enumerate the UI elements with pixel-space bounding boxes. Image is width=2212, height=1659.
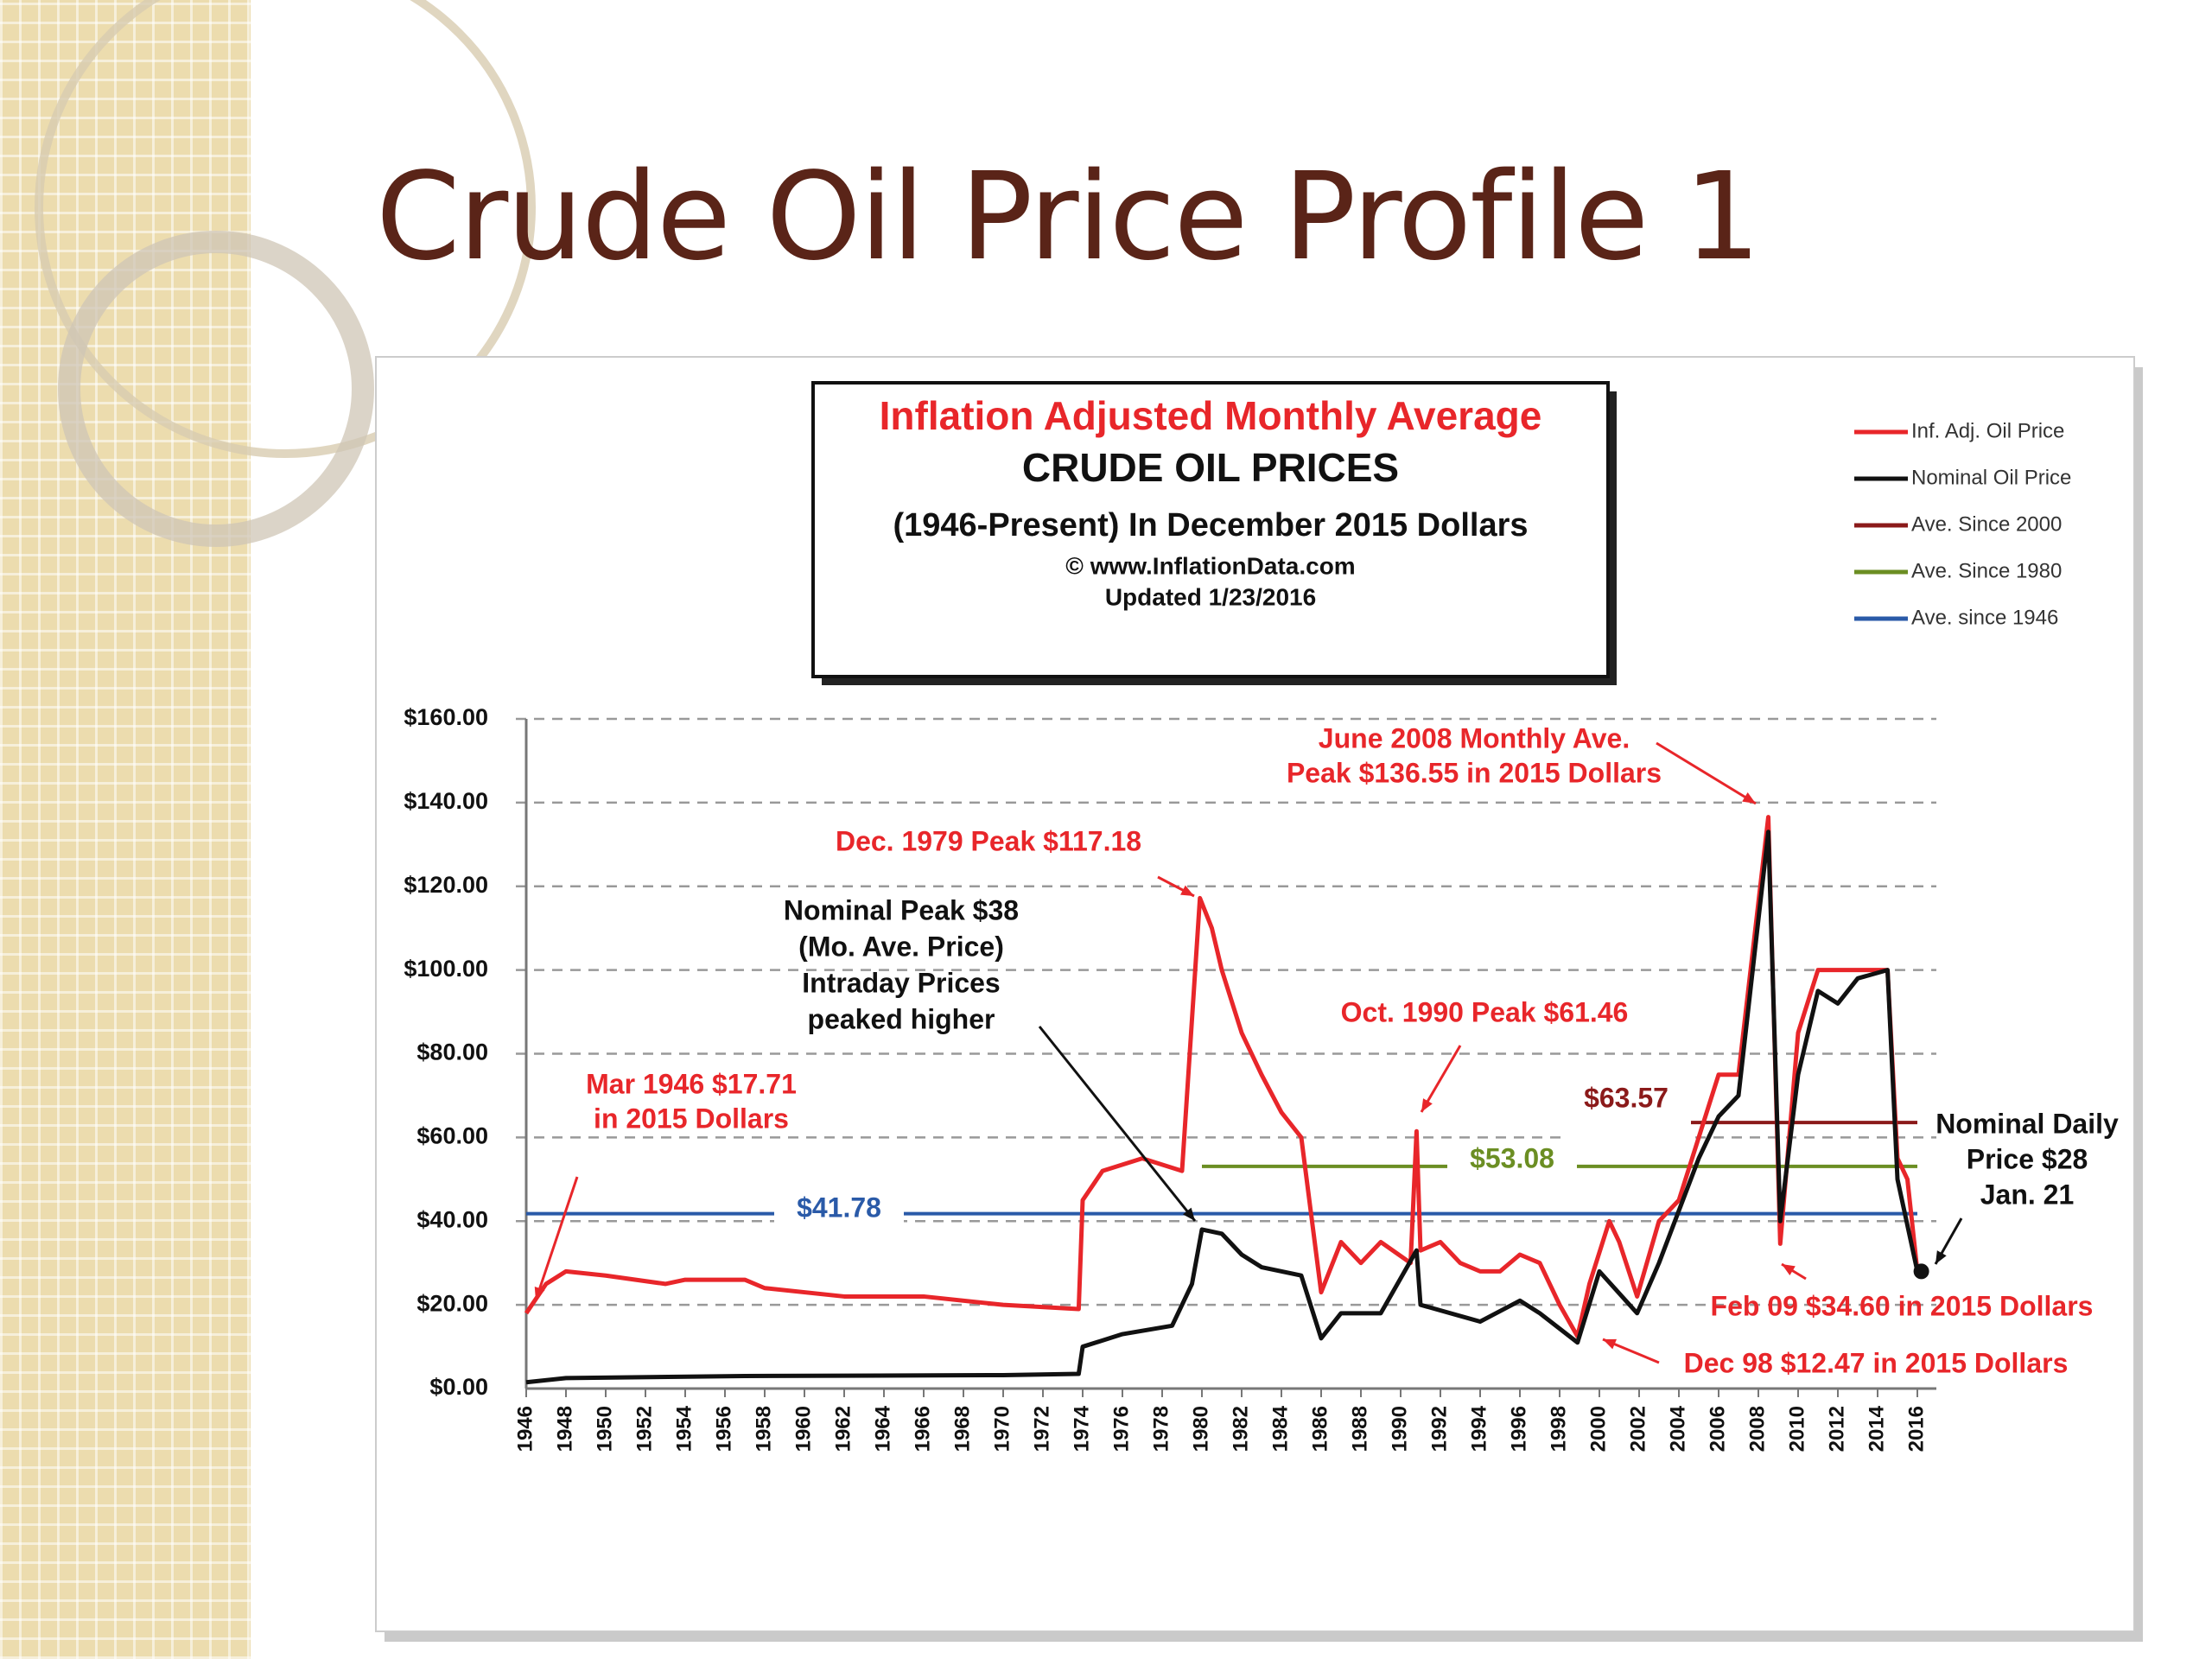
- label-gap: [774, 1196, 904, 1231]
- y-tick-label: $0.00: [429, 1374, 488, 1400]
- x-tick-label: 1962: [831, 1406, 855, 1452]
- annotation: (Mo. Ave. Price): [798, 931, 1004, 962]
- chart-subtitle: Updated 1/23/2016: [1105, 583, 1316, 610]
- x-tick-label: 1986: [1308, 1406, 1332, 1452]
- annotation: June 2008 Monthly Ave.: [1319, 722, 1630, 753]
- arrow-head: [1421, 1098, 1433, 1112]
- annotation-arrow: [1656, 741, 1757, 805]
- average-label: $63.57: [1584, 1082, 1669, 1113]
- x-tick-label: 1948: [553, 1406, 576, 1452]
- x-tick-label: 1992: [1427, 1406, 1451, 1452]
- chart-title: Inflation Adjusted Monthly Average: [880, 393, 1542, 438]
- y-tick-label: $100.00: [404, 956, 488, 982]
- x-tick-label: 1968: [950, 1406, 974, 1452]
- x-tick-label: 2006: [1706, 1406, 1729, 1452]
- annotation-arrow: [534, 1176, 579, 1301]
- annotation: Nominal Peak $38: [784, 894, 1019, 925]
- x-tick-label: 1954: [672, 1405, 696, 1452]
- x-tick-label: 1984: [1268, 1405, 1292, 1452]
- x-tick-label: 2016: [1904, 1406, 1928, 1452]
- annotation: Intraday Prices: [802, 967, 1000, 998]
- legend-label: Ave. since 1946: [1911, 606, 2058, 629]
- x-tick-label: 1996: [1507, 1406, 1530, 1452]
- x-tick-label: 1950: [593, 1406, 616, 1452]
- annotation: Price $28: [1967, 1143, 2088, 1174]
- y-tick-label: $60.00: [416, 1123, 488, 1149]
- arrow-head: [1936, 1250, 1947, 1264]
- annotation-arrow: [1038, 1026, 1197, 1222]
- x-tick-label: 1958: [752, 1406, 775, 1452]
- legend-label: Inf. Adj. Oil Price: [1911, 419, 2064, 442]
- annotation: Feb 09 $34.60 in 2015 Dollars: [1711, 1290, 2094, 1321]
- daily-price-point: [1913, 1263, 1929, 1280]
- x-tick-label: 1978: [1149, 1406, 1173, 1452]
- arrow-head: [1742, 792, 1756, 804]
- legend-label: Nominal Oil Price: [1911, 466, 2071, 489]
- x-tick-label: 1970: [990, 1406, 1014, 1452]
- annotation-arrow: [1420, 1045, 1462, 1113]
- chart-subtitle: (1946-Present) In December 2015 Dollars: [893, 507, 1528, 543]
- series-line: [525, 830, 1920, 1385]
- x-tick-label: 1946: [513, 1406, 537, 1452]
- y-tick-label: $20.00: [416, 1290, 488, 1316]
- annotation: Dec. 1979 Peak $117.18: [836, 825, 1141, 856]
- chart-subtitle: CRUDE OIL PRICES: [1022, 445, 1399, 490]
- legend-label: Ave. Since 2000: [1911, 512, 2062, 536]
- arrow-head: [1782, 1264, 1796, 1275]
- arrow-head: [1603, 1338, 1617, 1350]
- y-tick-label: $40.00: [416, 1206, 488, 1232]
- label-gap: [1447, 1148, 1577, 1184]
- average-label: $41.78: [797, 1192, 881, 1223]
- slide-title: Crude Oil Price Profile 1: [376, 147, 1761, 288]
- x-tick-label: 2010: [1785, 1406, 1808, 1452]
- x-tick-label: 2002: [1626, 1406, 1649, 1452]
- x-tick-label: 1976: [1109, 1406, 1133, 1452]
- label-gap: [1561, 1105, 1691, 1141]
- x-tick-label: 2014: [1865, 1405, 1888, 1452]
- annotation: in 2015 Dollars: [594, 1103, 789, 1134]
- annotation: Dec 98 $12.47 in 2015 Dollars: [1684, 1347, 2069, 1378]
- annotation: Oct. 1990 Peak $61.46: [1341, 996, 1629, 1027]
- x-tick-label: 1960: [791, 1406, 815, 1452]
- x-tick-label: 1966: [911, 1406, 934, 1452]
- x-tick-label: 2012: [1825, 1406, 1848, 1452]
- annotation: Peak $136.55 in 2015 Dollars: [1287, 757, 1662, 788]
- annotation: peaked higher: [808, 1003, 995, 1034]
- arrow-head: [1180, 885, 1194, 896]
- y-tick-label: $120.00: [404, 872, 488, 898]
- x-tick-label: 1988: [1348, 1406, 1371, 1452]
- x-tick-label: 2000: [1586, 1406, 1610, 1452]
- arrow-head: [1182, 1207, 1195, 1221]
- x-tick-label: 1994: [1467, 1405, 1491, 1452]
- x-tick-label: 1952: [632, 1406, 656, 1452]
- x-tick-label: 1972: [1030, 1406, 1053, 1452]
- x-tick-label: 1964: [871, 1405, 894, 1452]
- annotation: Jan. 21: [1980, 1179, 2075, 1210]
- x-tick-label: 1956: [712, 1406, 735, 1452]
- chart-subtitle: © www.InflationData.com: [1065, 552, 1355, 579]
- average-label: $53.08: [1470, 1142, 1554, 1173]
- annotation: Mar 1946 $17.71: [586, 1068, 797, 1099]
- y-tick-label: $160.00: [404, 704, 488, 730]
- x-tick-label: 1982: [1229, 1406, 1252, 1452]
- title-box: [811, 381, 1610, 678]
- x-tick-label: 1980: [1189, 1406, 1212, 1452]
- x-tick-label: 1974: [1070, 1405, 1093, 1452]
- arrow-head: [534, 1287, 545, 1300]
- x-tick-label: 2008: [1745, 1406, 1769, 1452]
- annotation: Nominal Daily: [1936, 1108, 2119, 1139]
- y-tick-label: $80.00: [416, 1039, 488, 1065]
- x-tick-label: 1998: [1547, 1406, 1570, 1452]
- y-tick-label: $140.00: [404, 788, 488, 814]
- x-tick-label: 1990: [1388, 1406, 1411, 1452]
- x-tick-label: 2004: [1666, 1405, 1689, 1452]
- legend-label: Ave. Since 1980: [1911, 559, 2062, 582]
